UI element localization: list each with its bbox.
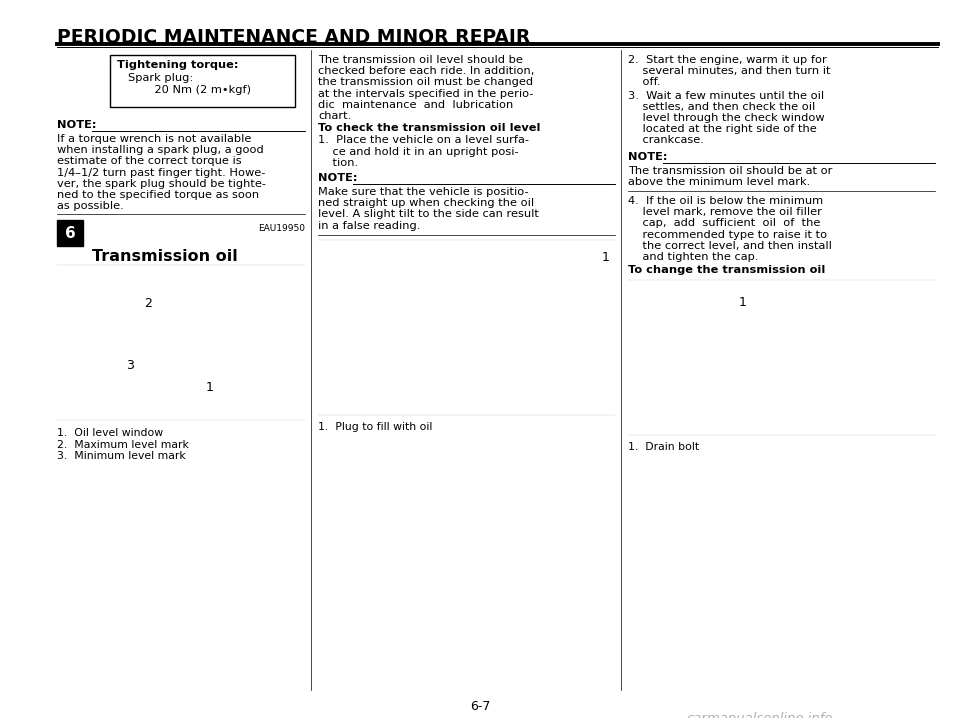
Text: chart.: chart. xyxy=(318,111,351,121)
Text: ned straight up when checking the oil: ned straight up when checking the oil xyxy=(318,198,534,208)
Text: above the minimum level mark.: above the minimum level mark. xyxy=(628,177,810,187)
Text: 1: 1 xyxy=(206,381,214,394)
Text: If a torque wrench is not available: If a torque wrench is not available xyxy=(57,134,252,144)
Text: off.: off. xyxy=(628,78,660,88)
Text: The transmission oil should be at or: The transmission oil should be at or xyxy=(628,166,832,176)
Text: 1.  Oil level window: 1. Oil level window xyxy=(57,429,163,439)
Text: ver, the spark plug should be tighte-: ver, the spark plug should be tighte- xyxy=(57,179,266,189)
Text: 2.  Start the engine, warm it up for: 2. Start the engine, warm it up for xyxy=(628,55,827,65)
Text: Spark plug:: Spark plug: xyxy=(128,73,193,83)
Text: 3.  Wait a few minutes until the oil: 3. Wait a few minutes until the oil xyxy=(628,90,824,101)
Bar xyxy=(57,220,83,246)
Text: ned to the specified torque as soon: ned to the specified torque as soon xyxy=(57,190,259,200)
Text: several minutes, and then turn it: several minutes, and then turn it xyxy=(628,66,830,76)
Text: level mark, remove the oil filler: level mark, remove the oil filler xyxy=(628,208,822,218)
Text: cap,  add  sufficient  oil  of  the: cap, add sufficient oil of the xyxy=(628,218,821,228)
Text: dic  maintenance  and  lubrication: dic maintenance and lubrication xyxy=(318,100,514,110)
Text: 2: 2 xyxy=(144,297,152,310)
Text: as possible.: as possible. xyxy=(57,201,124,211)
Text: The transmission oil level should be: The transmission oil level should be xyxy=(318,55,523,65)
Text: Transmission oil: Transmission oil xyxy=(92,249,238,264)
Text: when installing a spark plug, a good: when installing a spark plug, a good xyxy=(57,145,264,155)
Text: recommended type to raise it to: recommended type to raise it to xyxy=(628,230,828,240)
Text: 3.  Minimum level mark: 3. Minimum level mark xyxy=(57,452,185,462)
Text: ce and hold it in an upright posi-: ce and hold it in an upright posi- xyxy=(318,146,518,157)
Text: 4.  If the oil is below the minimum: 4. If the oil is below the minimum xyxy=(628,196,823,206)
Text: NOTE:: NOTE: xyxy=(318,173,357,183)
Text: level. A slight tilt to the side can result: level. A slight tilt to the side can res… xyxy=(318,210,539,220)
Text: 1.  Place the vehicle on a level surfa-: 1. Place the vehicle on a level surfa- xyxy=(318,136,529,146)
Text: 6-7: 6-7 xyxy=(469,700,491,713)
Text: 1/4–1/2 turn past finger tight. Howe-: 1/4–1/2 turn past finger tight. Howe- xyxy=(57,167,265,177)
Text: the transmission oil must be changed: the transmission oil must be changed xyxy=(318,78,533,88)
Text: checked before each ride. In addition,: checked before each ride. In addition, xyxy=(318,66,535,76)
Text: EAU19950: EAU19950 xyxy=(258,225,305,233)
Text: NOTE:: NOTE: xyxy=(57,120,97,130)
Text: 20 Nm (2 m•kgf): 20 Nm (2 m•kgf) xyxy=(140,85,251,95)
Text: tion.: tion. xyxy=(318,158,358,168)
Text: Make sure that the vehicle is positio-: Make sure that the vehicle is positio- xyxy=(318,187,529,197)
Text: estimate of the correct torque is: estimate of the correct torque is xyxy=(57,157,242,167)
Text: 3: 3 xyxy=(126,359,134,372)
Text: in a false reading.: in a false reading. xyxy=(318,220,420,230)
Text: Tightening torque:: Tightening torque: xyxy=(117,60,238,70)
Text: settles, and then check the oil: settles, and then check the oil xyxy=(628,102,815,112)
Text: 2.  Maximum level mark: 2. Maximum level mark xyxy=(57,440,189,450)
Text: 1.  Plug to fill with oil: 1. Plug to fill with oil xyxy=(318,421,432,432)
Text: at the intervals specified in the perio-: at the intervals specified in the perio- xyxy=(318,88,534,98)
Text: 6: 6 xyxy=(64,226,76,241)
Text: NOTE:: NOTE: xyxy=(628,151,667,162)
Text: 1: 1 xyxy=(602,251,610,264)
Bar xyxy=(110,55,295,107)
Text: level through the check window: level through the check window xyxy=(628,113,825,123)
Text: crankcase.: crankcase. xyxy=(628,136,704,146)
Text: located at the right side of the: located at the right side of the xyxy=(628,124,817,134)
Text: PERIODIC MAINTENANCE AND MINOR REPAIR: PERIODIC MAINTENANCE AND MINOR REPAIR xyxy=(57,28,530,47)
Text: To check the transmission oil level: To check the transmission oil level xyxy=(318,123,540,134)
Text: and tighten the cap.: and tighten the cap. xyxy=(628,252,758,262)
Text: 1.  Drain bolt: 1. Drain bolt xyxy=(628,442,699,452)
Text: carmanualsonline.info: carmanualsonline.info xyxy=(686,712,833,718)
Text: To change the transmission oil: To change the transmission oil xyxy=(628,265,826,275)
Text: the correct level, and then install: the correct level, and then install xyxy=(628,241,832,251)
Text: 1: 1 xyxy=(739,296,747,309)
